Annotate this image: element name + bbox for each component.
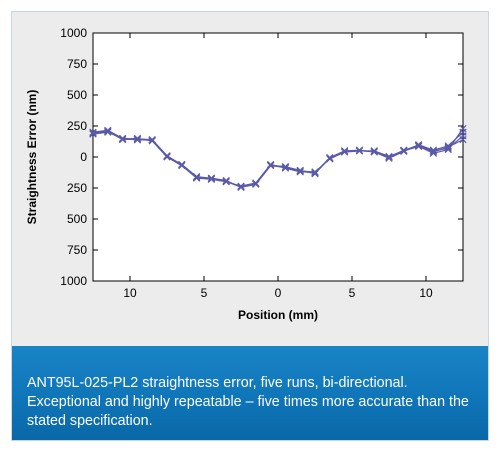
data-point-marker: [148, 136, 156, 144]
caption-text: ANT95L-025-PL2 straightness error, five …: [27, 375, 469, 429]
y-axis-label: Straightness Error (nm): [25, 90, 39, 225]
data-point-marker: [266, 160, 275, 169]
data-point-marker: [207, 175, 216, 183]
x-tick-label: 5: [349, 286, 356, 300]
y-tick-label: 1000: [60, 26, 87, 40]
y-tick-label: 250: [67, 119, 87, 133]
chart-panel: 1000 750 500 250 0 250 500 750 1000 10 5 0 5 10 Stra…: [12, 12, 488, 347]
data-series: [89, 124, 467, 192]
data-point-marker: [133, 134, 142, 143]
data-point-marker: [266, 161, 275, 170]
x-tick-label: 5: [201, 286, 208, 300]
y-tick-label: 1000: [60, 274, 87, 288]
figure-card: 1000 750 500 250 0 250 500 750 1000 10 5 0 5 10 Stra…: [11, 11, 489, 441]
data-point-marker: [370, 148, 378, 156]
data-point-marker: [192, 172, 201, 181]
y-tick-label: 250: [67, 181, 87, 195]
data-point-marker: [89, 130, 97, 138]
data-point-marker: [163, 153, 171, 161]
data-point-marker: [444, 144, 452, 152]
y-tick-label: 500: [67, 212, 87, 226]
data-point-marker: [281, 163, 290, 171]
data-point-marker: [296, 166, 304, 175]
straightness-chart: 1000 750 500 250 0 250 500 750 1000 10 5 0 5 10 Stra…: [25, 26, 467, 322]
data-point-marker: [237, 183, 245, 191]
data-point-marker: [459, 132, 467, 140]
y-tick-label: 750: [67, 57, 87, 71]
data-point-marker: [400, 146, 408, 155]
data-point-marker: [355, 146, 364, 155]
data-point-marker: [89, 129, 97, 137]
data-point-marker: [459, 124, 467, 133]
data-point-marker: [104, 128, 112, 136]
caption-banner: ANT95L-025-PL2 straightness error, five …: [12, 346, 488, 440]
data-point-marker: [192, 174, 201, 182]
data-point-marker: [311, 170, 319, 178]
data-point-marker: [444, 145, 452, 154]
data-point-marker: [326, 154, 334, 162]
y-tick-label: 500: [67, 88, 87, 102]
data-point-marker: [163, 152, 171, 160]
x-tick-label: 10: [419, 286, 433, 300]
data-point-marker: [414, 141, 423, 149]
y-tick-label: 750: [67, 243, 87, 257]
data-point-marker: [311, 168, 319, 176]
plot-background: [92, 32, 464, 282]
x-tick-label: 0: [275, 286, 282, 300]
data-point-marker: [429, 147, 438, 155]
data-point-marker: [237, 182, 245, 190]
data-point-marker: [133, 136, 142, 144]
data-point-marker: [207, 174, 216, 182]
data-point-marker: [385, 153, 393, 162]
data-point-marker: [222, 177, 230, 186]
data-point-marker: [340, 148, 349, 156]
y-tick-label: 0: [80, 150, 87, 164]
data-point-marker: [252, 180, 260, 188]
data-point-marker: [414, 142, 423, 151]
x-tick-label: 10: [123, 286, 137, 300]
data-point-marker: [178, 161, 186, 169]
data-point-marker: [385, 152, 393, 161]
x-axis-label: Position (mm): [238, 308, 318, 322]
data-point-marker: [118, 135, 127, 143]
x-axis-ticks: 10 5 0 5 10: [123, 33, 433, 300]
